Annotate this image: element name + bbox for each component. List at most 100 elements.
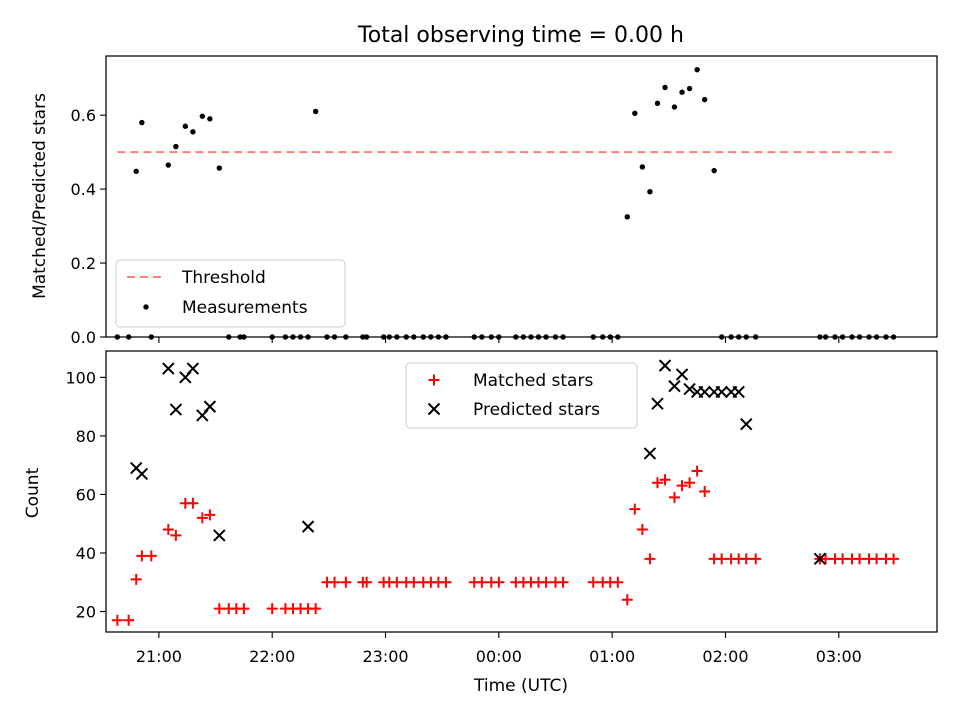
top-legend: Threshold Measurements — [115, 259, 346, 328]
measurement-point — [752, 334, 759, 340]
measurement-point — [866, 334, 872, 340]
measurement-point — [394, 334, 400, 340]
measurement-point — [199, 113, 206, 119]
measurement-point — [443, 334, 449, 340]
matched-star-point — [659, 474, 671, 486]
measurement-point — [718, 334, 725, 340]
predicted-stars-legend-swatch — [427, 402, 441, 416]
measurement-point — [165, 162, 172, 168]
matched-star-point — [837, 553, 849, 565]
matched-star-point — [587, 576, 599, 588]
measurement-point — [305, 334, 311, 340]
measurement-point — [479, 334, 485, 340]
predicted-star-point — [698, 385, 711, 399]
bottom-legend-box — [405, 362, 638, 429]
top-y-tick-label: 0.6 — [71, 106, 96, 125]
predicted-star-point — [301, 520, 315, 533]
measurements-series — [114, 66, 897, 340]
predicted-star-point — [213, 529, 226, 542]
predicted-star-point — [186, 362, 200, 375]
measurement-point — [639, 164, 646, 170]
measurement-point — [237, 334, 243, 340]
x-axis-label: Time (UTC) — [473, 676, 568, 696]
matched-star-point — [196, 512, 208, 524]
matched-star-point — [145, 550, 157, 562]
bottom-legend: Matched stars Predicted stars — [405, 362, 638, 429]
measurement-point — [312, 108, 319, 115]
top-y-tick-label: 0.2 — [71, 254, 96, 273]
matched-star-point — [238, 603, 250, 615]
bottom-x-tick-label: 01:00 — [589, 647, 635, 666]
measurement-point — [873, 334, 880, 340]
matched-star-point — [266, 603, 278, 615]
measurement-point — [363, 334, 370, 340]
bottom-x-tick-label: 00:00 — [476, 647, 522, 666]
matched-star-point — [493, 576, 505, 588]
measurement-point — [711, 167, 717, 174]
measurement-point — [331, 334, 338, 340]
matched-star-point — [476, 576, 488, 588]
matched-star-point — [391, 576, 403, 588]
matched-stars-series — [111, 465, 900, 626]
matched-star-point — [187, 497, 199, 509]
measurement-point — [324, 334, 330, 340]
matched-star-point — [361, 576, 373, 588]
bottom-y-tick-label: 60 — [76, 485, 96, 504]
bottom-y-axis: 20 40 60 80 100 — [65, 368, 106, 622]
measurement-point — [590, 334, 596, 340]
measurement-point — [343, 334, 349, 340]
bottom-y-tick-label: 40 — [76, 544, 96, 563]
measurement-point — [679, 89, 685, 95]
matched-stars-legend-label: Matched stars — [473, 371, 593, 391]
bottom-y-tick-label: 100 — [65, 368, 96, 387]
measurement-point — [496, 334, 502, 340]
measurement-point — [647, 188, 653, 195]
top-y-tick-label: 0.4 — [71, 180, 96, 199]
predicted-star-point — [740, 417, 753, 431]
measurement-point — [269, 334, 275, 340]
measurement-point — [297, 334, 304, 340]
bottom-plot: 20 40 60 80 100 21:00 22:00 23:00 00:00 01:00 02:… — [23, 350, 938, 696]
measurement-point — [226, 334, 232, 340]
predicted-stars-legend-label: Predicted stars — [473, 400, 600, 420]
matched-star-point — [691, 465, 703, 477]
matched-star-point — [636, 524, 648, 536]
matched-star-point — [644, 553, 656, 565]
matched-star-point — [740, 553, 752, 565]
matched-star-point — [888, 553, 900, 565]
measurement-point — [386, 334, 392, 340]
predicted-star-point — [675, 368, 689, 381]
predicted-star-point — [135, 467, 149, 481]
bottom-y-axis-label: Count — [23, 467, 43, 518]
measurements-legend-label: Measurements — [182, 298, 308, 318]
measurement-point — [743, 334, 749, 340]
predicted-stars-legend-marker — [427, 402, 441, 416]
predicted-star-point — [651, 397, 664, 410]
measurement-point — [624, 214, 630, 220]
top-y-tick-label: 0.0 — [71, 328, 96, 347]
matched-star-point — [684, 477, 696, 489]
measurement-point — [411, 334, 417, 340]
measurement-point — [543, 334, 549, 340]
measurement-point — [133, 168, 139, 175]
measurement-point — [632, 110, 638, 117]
measurement-point — [600, 334, 606, 340]
matched-star-point — [871, 553, 883, 565]
matched-star-point — [340, 576, 352, 588]
measurement-point — [701, 96, 708, 103]
top-y-axis: 0.0 0.2 0.4 0.6 — [71, 106, 106, 347]
measurement-point — [513, 334, 519, 340]
measurement-point — [817, 334, 823, 340]
measurement-point — [607, 334, 613, 340]
measurement-point — [182, 123, 189, 129]
matched-star-point — [651, 477, 663, 489]
measurement-point — [535, 334, 542, 340]
matched-star-point — [668, 491, 680, 503]
bottom-x-tick-label: 02:00 — [702, 647, 748, 666]
measurement-point — [290, 334, 296, 340]
measurement-point — [832, 334, 838, 340]
matched-star-point — [820, 553, 832, 565]
measurements-legend-swatch — [143, 304, 149, 310]
top-plot: 0.0 0.2 0.4 0.6 Matched/Predicted stars Thr… — [30, 55, 938, 347]
